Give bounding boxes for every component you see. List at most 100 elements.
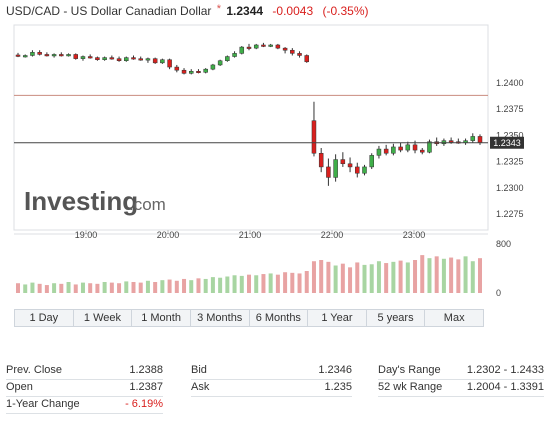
ask-value: 1.235 [324, 381, 352, 393]
y-tick-label: 1.2300 [496, 183, 524, 193]
volume-bar [413, 260, 418, 293]
candles [15, 42, 483, 186]
candle [275, 43, 281, 50]
range-button-1-year[interactable]: 1 Year [308, 310, 367, 326]
y-tick-label: 1.2325 [496, 157, 524, 167]
logo-suffix: .com [129, 195, 166, 214]
volume-bar [109, 282, 114, 293]
candle [304, 54, 309, 63]
candle [311, 101, 317, 157]
price-chart[interactable]: 1.2400 1.2375 1.2350 1.2325 1.2300 1.2275 19:… [0, 0, 550, 305]
candle [225, 55, 230, 62]
current-price-label: 1.2343 [493, 138, 521, 148]
candle [427, 139, 432, 154]
volume-bar [283, 272, 288, 293]
x-tick-label: 21:00 [239, 230, 262, 240]
volume-bar [434, 256, 439, 293]
candle [376, 145, 382, 159]
volume-bar [95, 283, 100, 293]
x-tick-label: 20:00 [157, 230, 180, 240]
range-button-6-months[interactable]: 6 Months [250, 310, 309, 326]
range-button-max[interactable]: Max [443, 312, 465, 324]
candle [253, 43, 259, 50]
candle [174, 64, 180, 73]
candle [59, 52, 64, 57]
price-axis: 1.2400 1.2375 1.2350 1.2325 1.2300 1.2275 [496, 78, 524, 219]
range-button-3-months[interactable]: 3 Months [191, 310, 250, 326]
range-selector: 1 Day 1 Week 1 Month 3 Months 6 Months 1 Year… [14, 309, 484, 327]
chart-title: USD/CAD - US Dollar Canadian Dollar * 1.… [6, 3, 369, 20]
volume-bar [290, 272, 295, 293]
candle [203, 68, 208, 74]
volume-bar [254, 275, 259, 293]
current-price-marker: 1.2343 [14, 136, 524, 149]
y-tick-label: 1.2400 [496, 78, 524, 88]
candle [420, 148, 425, 155]
volume-bar [182, 278, 187, 293]
volume-bar [340, 263, 345, 293]
volume-bar [333, 265, 338, 293]
wk52-range-label: 52 wk Range [378, 381, 443, 393]
volume-bar [239, 275, 244, 293]
prev-close-value: 1.2388 [129, 364, 163, 376]
x-tick-label: 19:00 [75, 230, 98, 240]
candle [138, 56, 143, 61]
candle [405, 141, 411, 153]
volume-bar [319, 260, 324, 293]
open-value: 1.2387 [129, 381, 163, 393]
volume-bar [44, 285, 49, 293]
range-button-1-week[interactable]: 1 Week [74, 310, 133, 326]
candle [383, 144, 389, 156]
candle [15, 52, 21, 58]
candle [124, 56, 129, 62]
candle [232, 51, 237, 58]
candle [369, 153, 374, 170]
volume-bar [153, 282, 158, 293]
volume-bar [117, 283, 122, 293]
candle [66, 53, 71, 57]
open-label: Open [6, 381, 33, 393]
volume-bar [232, 275, 237, 293]
price-change-percent: (-0.35%) [322, 4, 369, 18]
volume-axis: 800 0 [496, 239, 511, 298]
x-tick-label: 22:00 [321, 230, 344, 240]
volume-bar [80, 282, 85, 293]
volume-bar [463, 256, 468, 293]
range-button-1-month[interactable]: 1 Month [132, 310, 191, 326]
candle [73, 53, 78, 60]
volume-bar [275, 274, 280, 293]
volume-bar [73, 284, 78, 293]
candle [189, 69, 194, 75]
candle [44, 52, 50, 57]
candle [51, 53, 57, 58]
range-button-5-years[interactable]: 5 years [367, 310, 426, 326]
prev-close-label: Prev. Close [6, 364, 63, 376]
volume-bar [145, 280, 150, 293]
candle [210, 63, 216, 71]
wk52-range-value: 1.2004 - 1.3391 [466, 381, 544, 393]
last-price: 1.2344 [226, 4, 264, 18]
ask-label: Ask [191, 381, 210, 393]
candle [160, 58, 165, 64]
volume-bar [124, 281, 129, 293]
y-tick-label: 1.2375 [496, 104, 524, 114]
volume-bar [102, 282, 107, 293]
candle [246, 43, 252, 51]
volume-bar [449, 257, 454, 293]
y-tick-label: 1.2350 [496, 130, 524, 140]
range-button-1-day[interactable]: 1 Day [15, 310, 74, 326]
candle [109, 55, 115, 60]
candle [22, 54, 28, 58]
instrument-name: USD/CAD - US Dollar Canadian Dollar [6, 4, 212, 18]
candle [347, 157, 353, 173]
volume-bar [268, 273, 273, 293]
candle [217, 59, 223, 66]
volume-bars [16, 255, 482, 293]
volume-bar [88, 283, 93, 293]
volume-bar [311, 261, 316, 293]
volume-bar [441, 258, 446, 293]
candle [37, 50, 42, 56]
volume-bar [160, 280, 165, 293]
x-tick-label: 23:00 [403, 230, 426, 240]
candle [102, 56, 107, 61]
